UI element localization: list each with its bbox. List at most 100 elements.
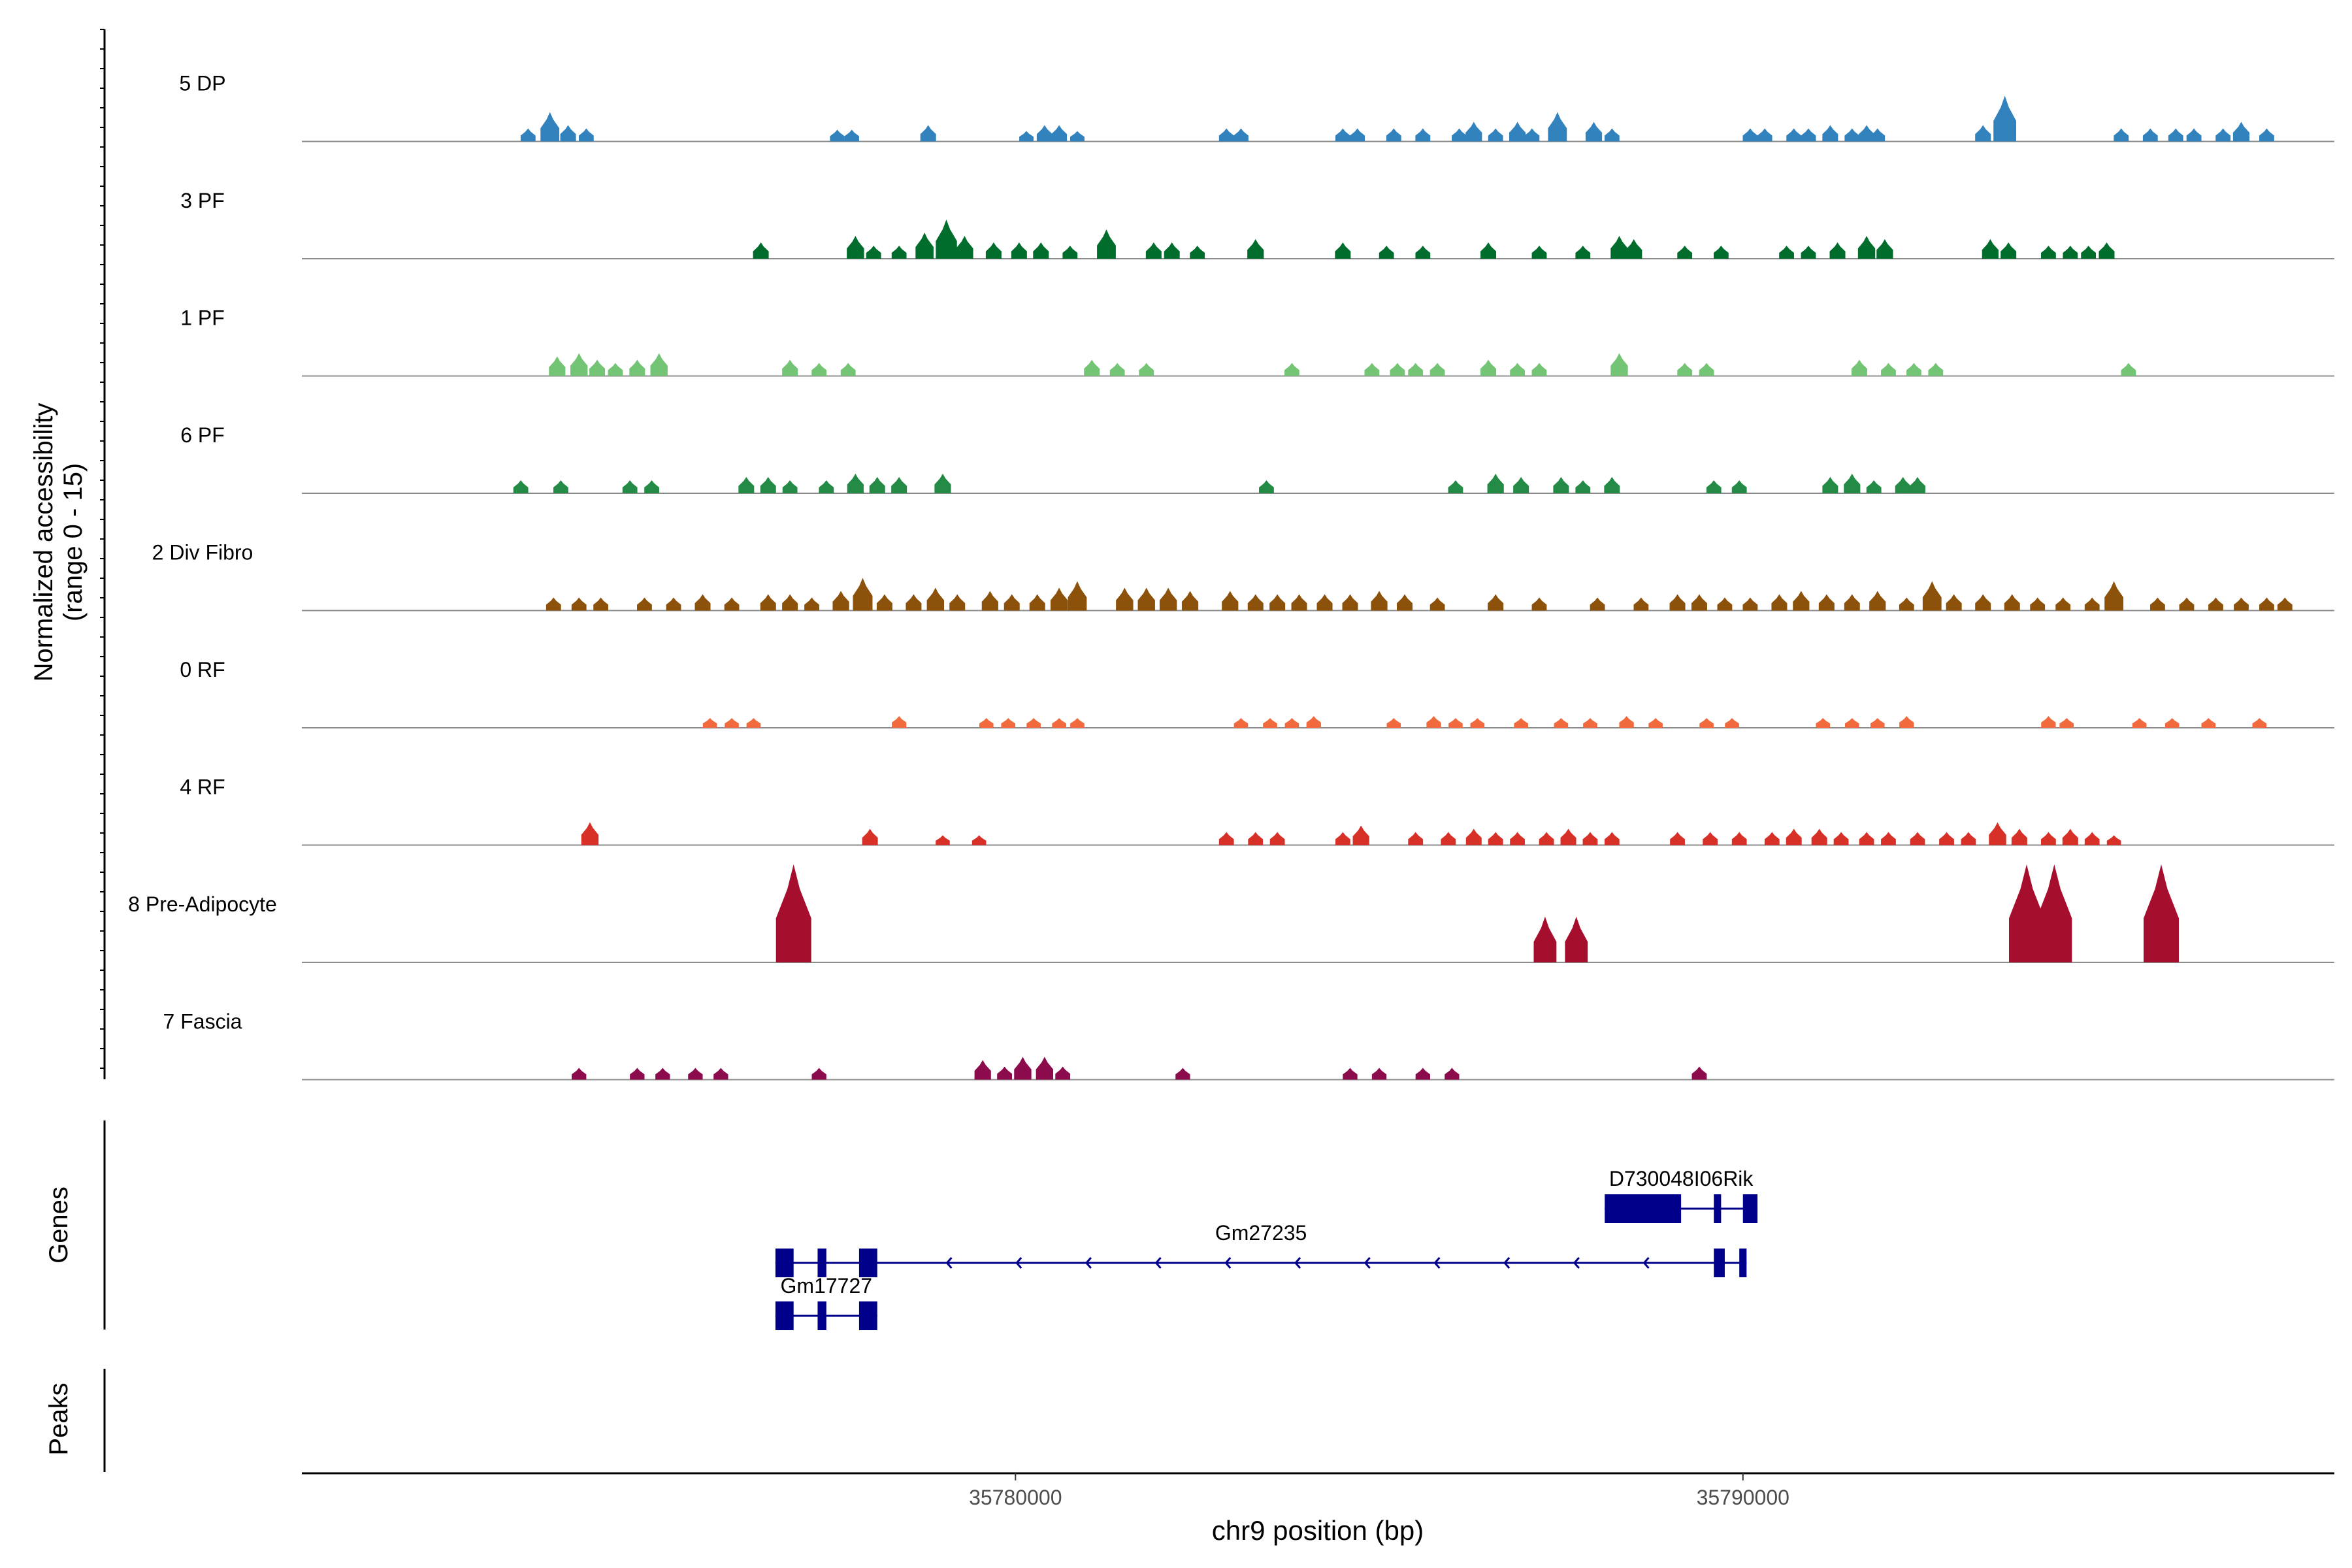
coverage-peak bbox=[1717, 597, 1733, 611]
coverage-peak bbox=[985, 242, 1002, 259]
gene-gm27235: Gm27235 bbox=[775, 1221, 1747, 1277]
coverage-peak bbox=[1585, 122, 1603, 142]
coverage-y-axis-ticks bbox=[100, 29, 105, 1069]
track-label: 5 DP bbox=[179, 72, 225, 95]
coverage-peak bbox=[1488, 128, 1503, 142]
coverage-peak bbox=[1488, 594, 1504, 611]
coverage-peak bbox=[1335, 128, 1350, 142]
coverage-peak bbox=[1429, 363, 1445, 376]
coverage-peak bbox=[2062, 828, 2078, 845]
coverage-peak bbox=[2001, 242, 2017, 259]
coverage-peak bbox=[1050, 587, 1068, 611]
coverage-peak bbox=[997, 1066, 1012, 1080]
coverage-peak bbox=[1703, 832, 1718, 845]
coverage-peak bbox=[915, 233, 934, 259]
coverage-peak bbox=[1159, 587, 1177, 611]
coverage-peak bbox=[2259, 597, 2274, 611]
coverage-peak bbox=[655, 1068, 670, 1080]
coverage-peak bbox=[1548, 112, 1567, 142]
coverage-peak bbox=[1531, 246, 1547, 259]
coverage-peak bbox=[1982, 239, 1999, 259]
track-label: 6 PF bbox=[180, 423, 225, 447]
coverage-peak bbox=[1975, 125, 1991, 142]
coverage-peak bbox=[1029, 594, 1045, 611]
coverage-peak bbox=[1052, 718, 1066, 728]
coverage-peak bbox=[1859, 832, 1874, 845]
coverage-peak bbox=[1610, 236, 1628, 259]
coverage-peak bbox=[1793, 591, 1810, 611]
coverage-peak bbox=[847, 474, 864, 493]
coverage-peak bbox=[1818, 594, 1835, 611]
gene-exon bbox=[775, 1249, 794, 1277]
y-axis-label-line2: (range 0 - 15) bbox=[59, 463, 88, 621]
coverage-peak bbox=[1415, 128, 1431, 142]
coverage-peak bbox=[1509, 122, 1526, 142]
coverage-peak bbox=[1771, 594, 1788, 611]
coverage-peak bbox=[1397, 594, 1413, 611]
coverage-peak bbox=[2186, 128, 2202, 142]
coverage-peak bbox=[637, 597, 652, 611]
coverage-peak bbox=[1145, 242, 1162, 259]
coverage-peak bbox=[1531, 597, 1547, 611]
coverage-peak bbox=[1524, 128, 1540, 142]
coverage-peak bbox=[853, 578, 873, 611]
coverage-peak bbox=[1051, 125, 1068, 142]
coverage-peak bbox=[1989, 822, 2006, 845]
coverage-peak bbox=[1895, 477, 1911, 493]
coverage-peak bbox=[560, 125, 576, 142]
coverage-peak bbox=[1881, 832, 1896, 845]
coverage-peak bbox=[840, 363, 856, 376]
coverage-peak bbox=[549, 356, 566, 376]
gene-gm17727: Gm17727 bbox=[775, 1274, 877, 1330]
gene-exon bbox=[775, 1301, 794, 1330]
coverage-peak bbox=[2041, 716, 2056, 728]
coverage-peak bbox=[847, 236, 864, 259]
coverage-peak bbox=[1946, 594, 1962, 611]
coverage-peak bbox=[1565, 917, 1588, 962]
gene-exon bbox=[817, 1249, 826, 1277]
coverage-peak bbox=[553, 480, 568, 493]
coverage-peak bbox=[2055, 597, 2071, 611]
coverage-peak bbox=[2036, 864, 2072, 962]
coverage-peak bbox=[1625, 239, 1642, 259]
coverage-peak bbox=[1429, 597, 1445, 611]
coverage-peak bbox=[1004, 594, 1020, 611]
coverage-peak bbox=[1233, 128, 1249, 142]
coverage-peak bbox=[694, 594, 711, 611]
coverage-peak bbox=[1019, 131, 1034, 142]
coverage-peak bbox=[1801, 128, 1816, 142]
coverage-peak bbox=[1939, 832, 1954, 845]
coverage-peak bbox=[608, 363, 623, 376]
coverage-peak bbox=[1452, 128, 1467, 142]
coverage-peak bbox=[1510, 363, 1525, 376]
coverage-peak bbox=[782, 594, 798, 611]
coverage-peak bbox=[1014, 1056, 1032, 1080]
x-axis-ticks: 35780000 35790000 bbox=[969, 1473, 1789, 1509]
coverage-peak bbox=[1742, 597, 1758, 611]
coverage-peak bbox=[650, 353, 668, 376]
coverage-peak bbox=[760, 477, 776, 493]
coverage-peak bbox=[629, 359, 645, 376]
coverage-peak bbox=[593, 597, 609, 611]
coverage-peak bbox=[2063, 246, 2078, 259]
coverage-peak bbox=[2179, 597, 2195, 611]
gene-exon bbox=[817, 1301, 826, 1330]
coverage-peak bbox=[2252, 718, 2267, 728]
coverage-peak bbox=[1139, 363, 1154, 376]
coverage-peak bbox=[1725, 718, 1739, 728]
coverage-peak bbox=[2009, 864, 2045, 962]
coverage-peak bbox=[974, 1060, 991, 1080]
coverage-peak bbox=[876, 594, 892, 611]
coverage-peak bbox=[1582, 832, 1598, 845]
coverage-peak bbox=[2168, 128, 2183, 142]
coverage-peak bbox=[1816, 718, 1831, 728]
strand-arrow bbox=[1015, 1257, 1022, 1269]
coverage-peak bbox=[1415, 1068, 1430, 1080]
coverage-peak bbox=[1829, 242, 1846, 259]
coverage-peak bbox=[891, 246, 907, 259]
strand-arrow bbox=[1224, 1257, 1232, 1269]
coverage-peak bbox=[1975, 594, 1991, 611]
coverage-peak bbox=[2041, 246, 2056, 259]
coverage-peak bbox=[1465, 122, 1482, 142]
coverage-peak bbox=[1706, 480, 1722, 493]
